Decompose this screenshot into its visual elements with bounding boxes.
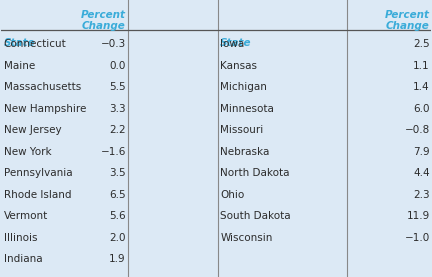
Text: 2.2: 2.2 (109, 125, 126, 135)
Text: Indiana: Indiana (3, 255, 42, 265)
Text: New York: New York (3, 147, 51, 157)
Text: 5.5: 5.5 (109, 83, 126, 93)
Text: −1.6: −1.6 (101, 147, 126, 157)
Text: −1.0: −1.0 (404, 233, 430, 243)
Text: 2.5: 2.5 (413, 40, 430, 50)
Text: Rhode Island: Rhode Island (3, 190, 71, 200)
Text: 1.4: 1.4 (413, 83, 430, 93)
Text: Percent
Change: Percent Change (81, 10, 126, 31)
Text: Iowa: Iowa (220, 40, 245, 50)
Text: 1.1: 1.1 (413, 61, 430, 71)
Text: New Hampshire: New Hampshire (3, 104, 86, 114)
Text: 5.6: 5.6 (109, 211, 126, 222)
Text: South Dakota: South Dakota (220, 211, 291, 222)
Text: Missouri: Missouri (220, 125, 264, 135)
Text: 2.0: 2.0 (109, 233, 126, 243)
Text: State: State (3, 38, 35, 48)
Text: 0.0: 0.0 (109, 61, 126, 71)
Text: Kansas: Kansas (220, 61, 257, 71)
Text: Wisconsin: Wisconsin (220, 233, 273, 243)
Text: Ohio: Ohio (220, 190, 245, 200)
Text: Maine: Maine (3, 61, 35, 71)
Text: 6.0: 6.0 (413, 104, 430, 114)
Text: 11.9: 11.9 (407, 211, 430, 222)
Text: Minnesota: Minnesota (220, 104, 274, 114)
Text: North Dakota: North Dakota (220, 168, 290, 178)
Text: 4.4: 4.4 (413, 168, 430, 178)
Text: 7.9: 7.9 (413, 147, 430, 157)
Text: Massachusetts: Massachusetts (3, 83, 81, 93)
Text: State: State (220, 38, 252, 48)
Text: Percent
Change: Percent Change (385, 10, 430, 31)
Text: Michigan: Michigan (220, 83, 267, 93)
Text: −0.8: −0.8 (404, 125, 430, 135)
Text: New Jersey: New Jersey (3, 125, 61, 135)
Text: 3.5: 3.5 (109, 168, 126, 178)
Text: Pennsylvania: Pennsylvania (3, 168, 72, 178)
Text: −0.3: −0.3 (101, 40, 126, 50)
Text: Connecticut: Connecticut (3, 40, 66, 50)
Text: Nebraska: Nebraska (220, 147, 270, 157)
Text: 6.5: 6.5 (109, 190, 126, 200)
Text: 1.9: 1.9 (109, 255, 126, 265)
Text: Illinois: Illinois (3, 233, 37, 243)
Text: 2.3: 2.3 (413, 190, 430, 200)
Text: 3.3: 3.3 (109, 104, 126, 114)
Text: Vermont: Vermont (3, 211, 48, 222)
